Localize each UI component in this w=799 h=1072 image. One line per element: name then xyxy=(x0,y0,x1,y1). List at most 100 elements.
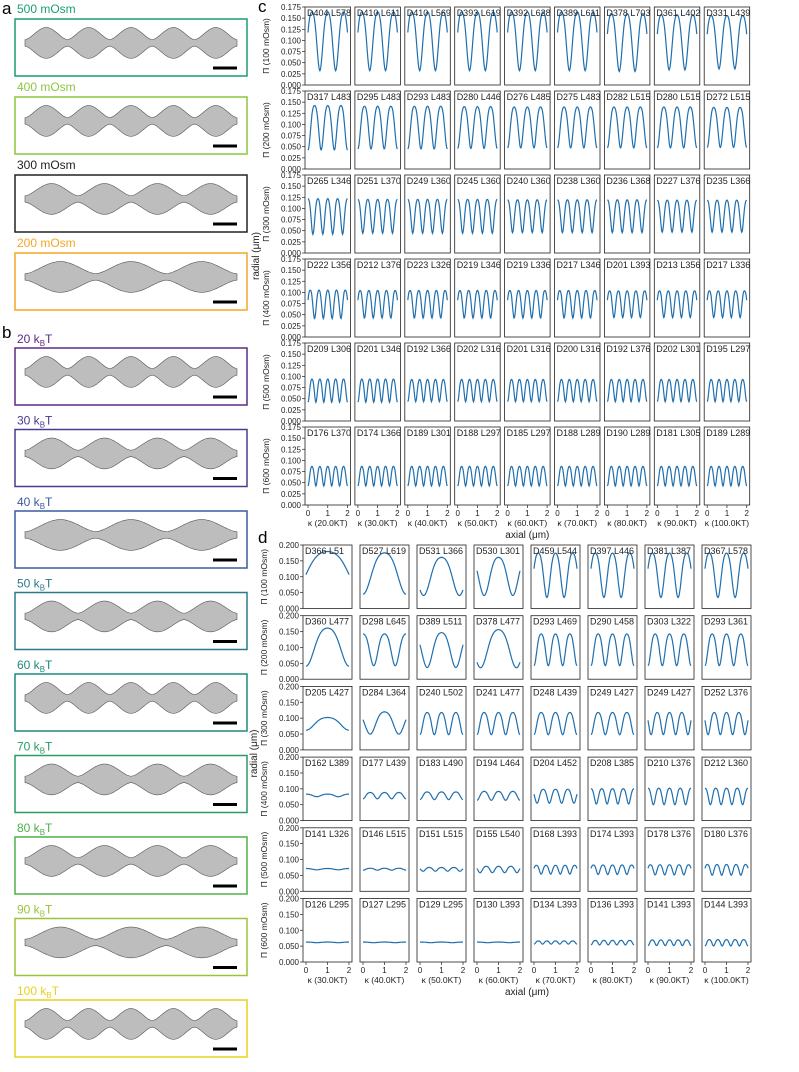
data-series-line xyxy=(533,552,578,599)
subplot-frame xyxy=(454,90,501,170)
subplot: D213 L356 xyxy=(653,258,700,338)
data-series-line xyxy=(307,104,349,151)
subplot-label: D378 L703 xyxy=(606,8,650,18)
data-series-line xyxy=(419,711,464,736)
data-series-line xyxy=(362,867,407,871)
x-tick-label: 0 xyxy=(475,966,480,975)
subplot: D217 L346 xyxy=(554,258,601,338)
x-tick-label: 0 xyxy=(361,966,366,975)
subplot: D209 L306 0.000 0.025 0.050 0.075 0.100 0.125 0… xyxy=(261,339,351,426)
data-series-line xyxy=(407,378,448,404)
subplot-frame xyxy=(703,174,751,254)
data-series-line xyxy=(357,11,398,73)
data-series-line xyxy=(706,199,748,234)
data-series-line xyxy=(556,11,598,73)
y-tick-label: 0.100 xyxy=(279,573,300,582)
y-tick-label: 0.175 xyxy=(281,87,302,96)
data-series-line xyxy=(507,289,548,320)
data-series-line xyxy=(606,378,648,404)
data-series-line xyxy=(357,198,398,236)
y-tick-label: 0.175 xyxy=(281,255,302,264)
subplot-label: D217 L336 xyxy=(706,260,750,270)
subplot: D236 L368 xyxy=(604,174,651,254)
subplot-label: D188 L289 xyxy=(557,428,601,438)
x-tick-label: 2 xyxy=(645,509,650,518)
subplot-label: D219 L346 xyxy=(457,260,501,270)
y-tick-label: 0.075 xyxy=(281,384,302,393)
col-label: κ (70.0KT) xyxy=(536,975,576,985)
subplot-label: D249 L427 xyxy=(590,687,634,697)
subplot-frame xyxy=(703,342,751,422)
x-tick-label: 2 xyxy=(632,966,637,975)
subplot-frame xyxy=(304,258,351,338)
subplot-frame xyxy=(304,342,351,422)
subplot-frame xyxy=(530,827,581,892)
data-series-line xyxy=(656,290,698,320)
data-series-line xyxy=(419,866,464,872)
subplot: D176 L370 0.000 0.025 0.050 0.075 0.100 0.125 0… xyxy=(261,423,351,528)
subplot-label: D217 L346 xyxy=(557,260,601,270)
subplot-frame xyxy=(554,174,601,254)
y-tick-label: 0.150 xyxy=(279,910,300,919)
subplot-frame xyxy=(359,827,410,892)
subplot-label: D136 L393 xyxy=(590,900,634,910)
x-tick-label: 2 xyxy=(345,509,350,518)
y-tick-label: 0.075 xyxy=(281,468,302,477)
subplot-label: D227 L376 xyxy=(656,176,700,186)
subplot-frame xyxy=(454,6,501,86)
panel-b-row xyxy=(14,347,248,406)
subplot-label: D189 L301 xyxy=(407,428,451,438)
subplot-frame xyxy=(530,544,581,609)
row-label: Π (600 mOsm) xyxy=(259,902,269,958)
row-label: Π (300 mOsm) xyxy=(261,186,271,242)
subplot-label: D252 L376 xyxy=(704,687,748,697)
x-tick-label: 0 xyxy=(418,966,423,975)
y-tick-label: 0.000 xyxy=(279,887,300,896)
subplot-frame xyxy=(354,174,401,254)
data-series-line xyxy=(590,552,635,599)
panel-a-row xyxy=(14,174,248,233)
panel-a-label: 400 mOsm xyxy=(17,80,76,94)
subplot-label: D213 L356 xyxy=(656,260,700,270)
subplot: D238 L360 xyxy=(554,174,601,254)
y-tick-label: 0.050 xyxy=(279,659,300,668)
x-tick-label: 0 xyxy=(646,966,651,975)
y-tick-label: 0.075 xyxy=(281,300,302,309)
x-tick-label: 0 xyxy=(705,509,710,518)
data-series-line xyxy=(476,790,521,801)
data-series-line xyxy=(407,105,448,150)
col-label: κ (70.0KT) xyxy=(557,518,597,528)
subplot-frame xyxy=(644,686,695,751)
subplot: D134 L393 0 1 2κ (70.0KT) xyxy=(530,898,581,985)
subplot: D188 L297 0 1 2κ (50.0KT) xyxy=(454,426,501,528)
subplot: D393 L619 xyxy=(454,6,501,86)
subplot-label: D276 L485 xyxy=(507,92,551,102)
subplot-frame xyxy=(504,174,551,254)
x-tick-label: 0 xyxy=(304,966,309,975)
data-series-line xyxy=(457,465,498,488)
subplot-frame xyxy=(604,174,651,254)
panel-b-row xyxy=(14,754,248,814)
y-tick-label: 0.200 xyxy=(279,753,300,762)
subplot-label: D361 L402 xyxy=(656,8,700,18)
y-tick-label: 0.000 xyxy=(281,249,302,258)
data-series-line xyxy=(704,863,749,877)
subplot-label: D241 L477 xyxy=(476,687,520,697)
subplot-label: D189 L289 xyxy=(706,428,750,438)
row-label: Π (300 mOsm) xyxy=(259,690,269,746)
subplot: D240 L360 xyxy=(504,174,551,254)
subplot: D290 L458 xyxy=(587,615,638,680)
panel-b-row xyxy=(14,510,248,569)
subplot: D282 L515 xyxy=(604,90,650,170)
y-tick-label: 0.150 xyxy=(281,266,302,275)
x-tick-label: 2 xyxy=(461,966,466,975)
subplot-label: D459 L544 xyxy=(533,546,577,556)
subplot: D162 L389 0.000 0.050 0.100 0.150 0.200 Π (400… xyxy=(259,753,353,826)
subplot-label: D280 L446 xyxy=(457,92,501,102)
subplot: D249 L427 xyxy=(587,686,638,751)
subplot-frame xyxy=(504,6,551,86)
y-tick-label: 0.000 xyxy=(279,958,300,967)
subplot-frame xyxy=(644,827,695,892)
data-series-line xyxy=(590,711,635,736)
subplot: D381 L387 xyxy=(644,544,695,609)
